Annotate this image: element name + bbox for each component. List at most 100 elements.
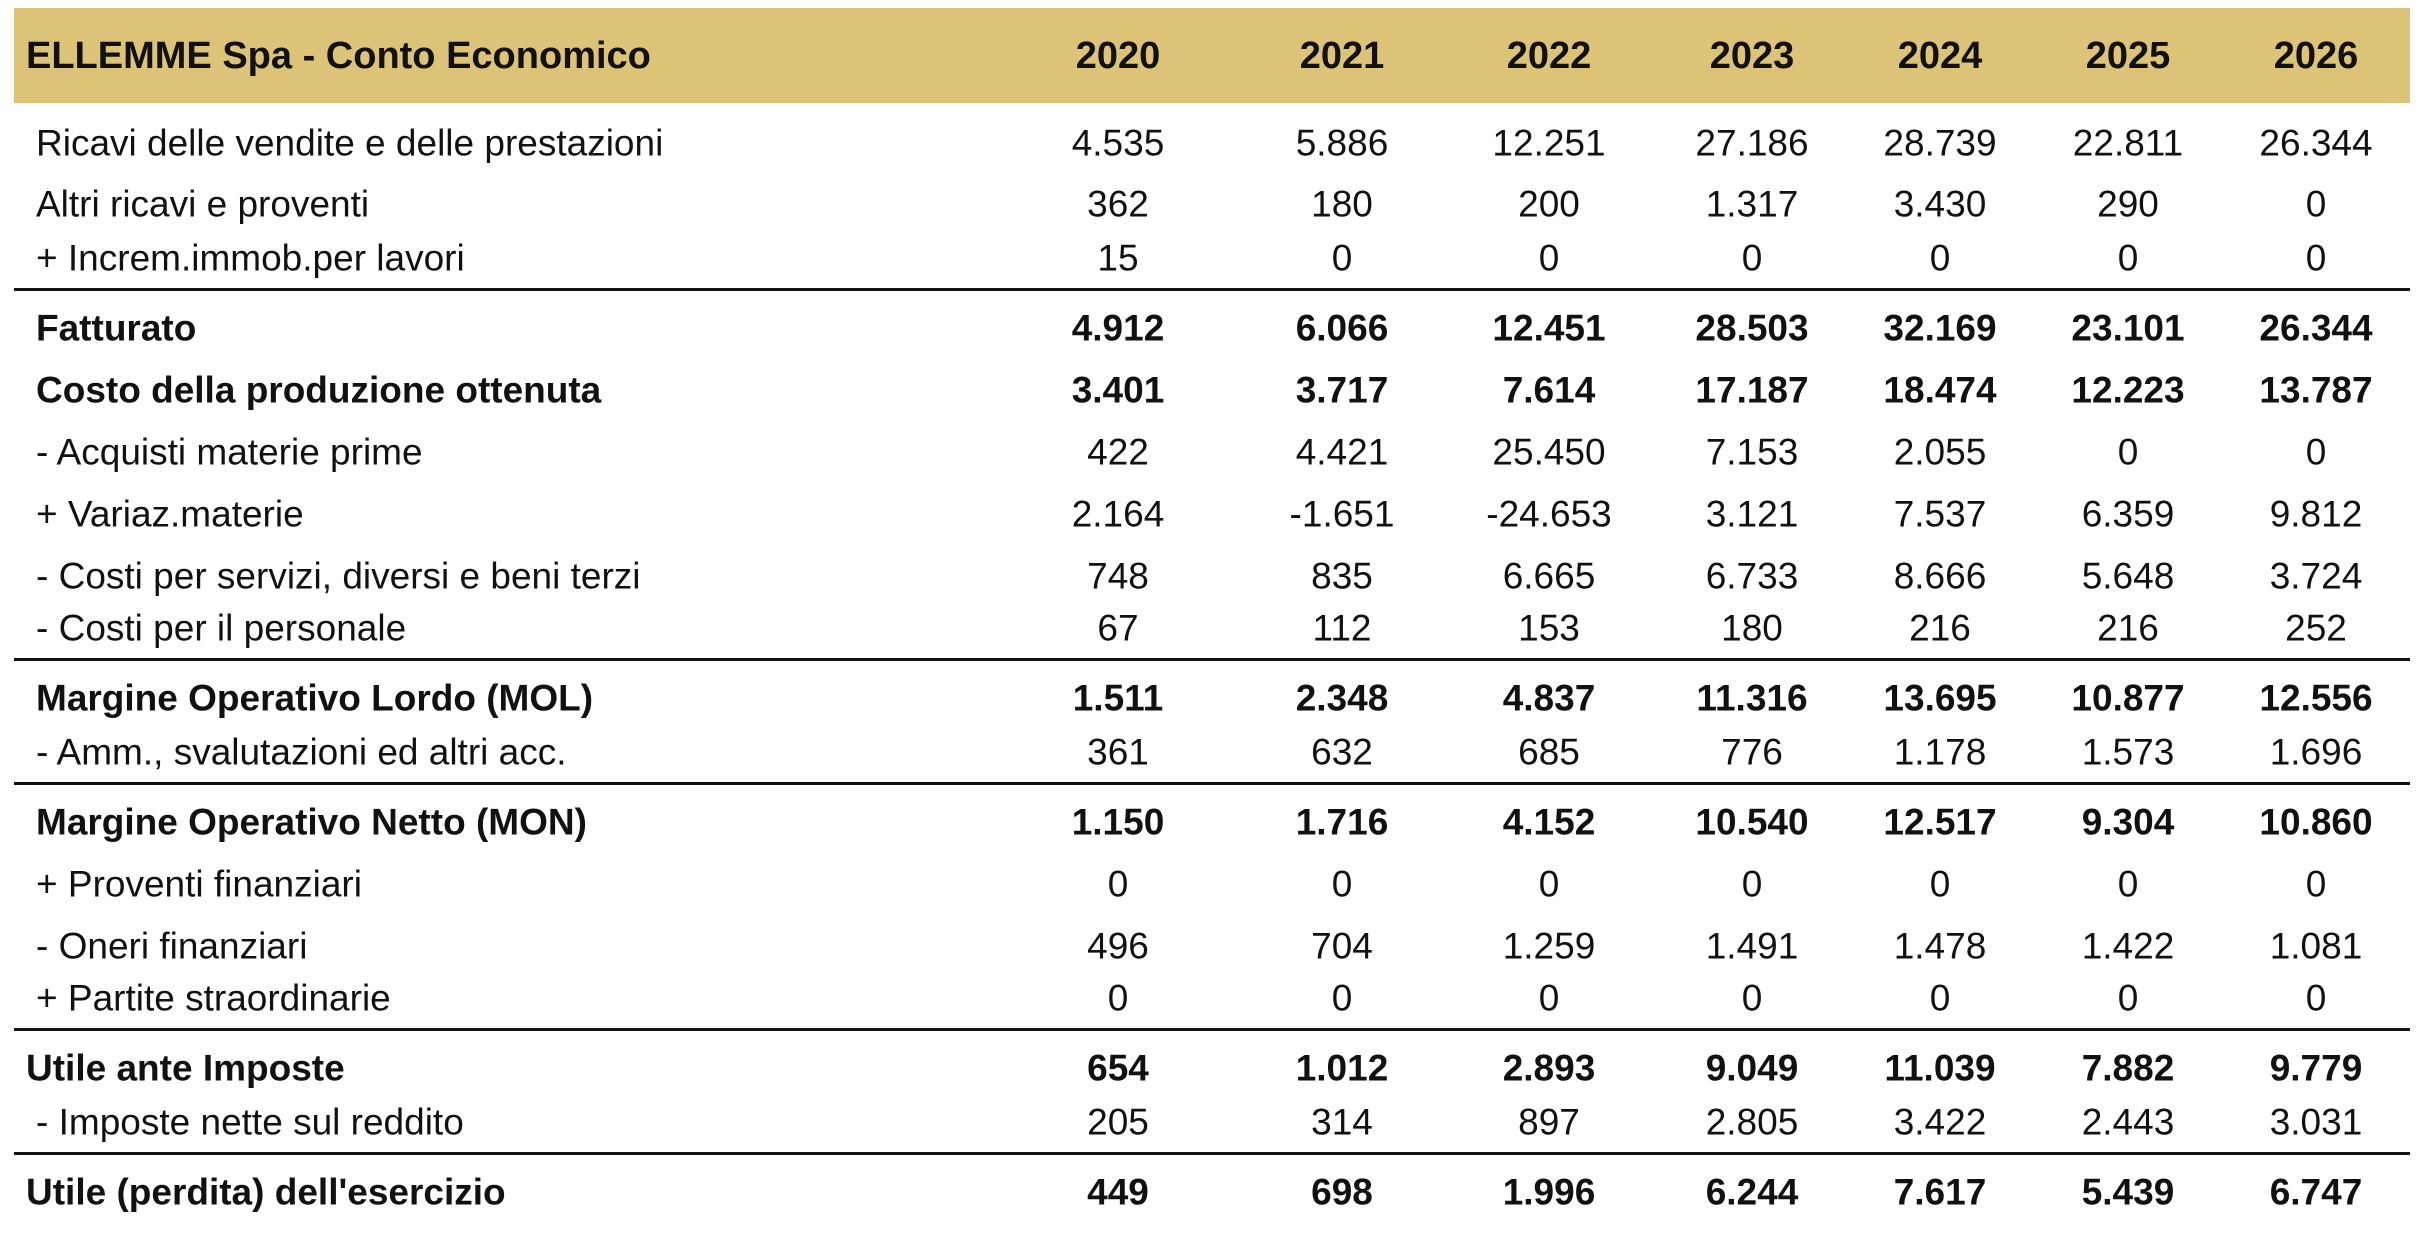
- row-value: 1.259: [1502, 925, 1596, 967]
- row-value: 6.359: [2081, 493, 2175, 535]
- row-value: 0: [2305, 237, 2327, 279]
- row-value: 1.081: [2269, 925, 2363, 967]
- row-label: Margine Operativo Lordo (MOL): [36, 677, 594, 719]
- row-value: 362: [1087, 183, 1149, 225]
- row-value: 704: [1311, 925, 1373, 967]
- row-label: Fatturato: [36, 307, 197, 349]
- row-value: 28.739: [1883, 122, 1997, 164]
- row-value: 2.055: [1893, 431, 1987, 473]
- row-value: 32.169: [1883, 307, 1997, 349]
- row-value: 4.152: [1502, 801, 1596, 843]
- row-value: 1.422: [2081, 925, 2175, 967]
- row-label: + Partite straordinarie: [36, 977, 391, 1019]
- row-value: 3.717: [1295, 369, 1389, 411]
- row-value: 1.317: [1705, 183, 1799, 225]
- row-separator: [14, 1152, 2410, 1155]
- row-value: 6.665: [1502, 555, 1596, 597]
- row-value: 18.474: [1883, 369, 1997, 411]
- row-value: 22.811: [2072, 122, 2184, 164]
- row-separator: [14, 658, 2410, 661]
- year-header-2021: 2021: [1299, 35, 1385, 77]
- row-value: 7.153: [1705, 431, 1799, 473]
- row-value: 0: [2305, 183, 2327, 225]
- row-value: 10.877: [2071, 677, 2185, 719]
- row-value: 0: [2117, 863, 2139, 905]
- row-value: 12.251: [1492, 122, 1606, 164]
- row-value: 1.573: [2081, 731, 2175, 773]
- row-value: 0: [2117, 977, 2139, 1019]
- row-label: - Costi per il personale: [36, 607, 407, 649]
- table-header: [14, 8, 2410, 103]
- year-header-2025: 2025: [2085, 35, 2171, 77]
- row-separator: [14, 782, 2410, 785]
- row-value: 3.430: [1893, 183, 1987, 225]
- row-value: 4.535: [1071, 122, 1165, 164]
- row-value: 3.121: [1705, 493, 1799, 535]
- row-value: 12.556: [2259, 677, 2373, 719]
- row-value: -24.653: [1486, 493, 1612, 535]
- row-value: 685: [1518, 731, 1580, 773]
- row-value: 3.422: [1893, 1101, 1987, 1143]
- row-label: Altri ricavi e proventi: [36, 183, 370, 225]
- row-value: 13.787: [2259, 369, 2373, 411]
- row-value: 6.733: [1705, 555, 1799, 597]
- row-value: 0: [1331, 237, 1353, 279]
- year-header-2024: 2024: [1897, 35, 1983, 77]
- row-value: 0: [1741, 237, 1763, 279]
- row-value: 7.882: [2081, 1047, 2175, 1089]
- row-value: 4.912: [1071, 307, 1165, 349]
- row-value: 6.244: [1705, 1171, 1799, 1213]
- row-value: 9.779: [2269, 1047, 2363, 1089]
- row-label: Ricavi delle vendite e delle prestazioni: [36, 122, 664, 164]
- row-value: 180: [1721, 607, 1783, 649]
- row-label: - Acquisti materie prime: [36, 431, 423, 473]
- year-header-2023: 2023: [1709, 35, 1795, 77]
- row-value: 0: [1929, 237, 1951, 279]
- row-label: + Proventi finanziari: [36, 863, 362, 905]
- row-value: 7.617: [1893, 1171, 1987, 1213]
- row-value: 6.066: [1295, 307, 1389, 349]
- row-value: 11.039: [1884, 1047, 1996, 1089]
- row-value: 0: [1331, 977, 1353, 1019]
- row-value: 6.747: [2269, 1171, 2363, 1213]
- row-value: 2.348: [1295, 677, 1389, 719]
- row-value: 180: [1311, 183, 1373, 225]
- row-value: 4.837: [1502, 677, 1596, 719]
- row-value: 205: [1087, 1101, 1149, 1143]
- row-value: 654: [1087, 1047, 1149, 1089]
- row-value: 361: [1087, 731, 1149, 773]
- row-value: 0: [1929, 977, 1951, 1019]
- row-value: 0: [1538, 237, 1560, 279]
- row-value: 9.304: [2081, 801, 2175, 843]
- row-value: 422: [1087, 431, 1149, 473]
- row-value: 314: [1311, 1101, 1373, 1143]
- row-value: 216: [2097, 607, 2159, 649]
- row-value: 0: [1929, 863, 1951, 905]
- row-value: 0: [1538, 977, 1560, 1019]
- row-value: 7.614: [1502, 369, 1596, 411]
- row-value: 496: [1087, 925, 1149, 967]
- row-value: 26.344: [2259, 307, 2373, 349]
- row-value: 0: [2305, 431, 2327, 473]
- row-value: 2.893: [1502, 1047, 1596, 1089]
- table-title: ELLEMME Spa - Conto Economico: [26, 35, 651, 77]
- row-value: 0: [2305, 977, 2327, 1019]
- row-value: 0: [1107, 977, 1129, 1019]
- row-value: 1.150: [1071, 801, 1165, 843]
- row-value: 17.187: [1695, 369, 1809, 411]
- row-value: 1.996: [1502, 1171, 1596, 1213]
- row-value: 7.537: [1893, 493, 1987, 535]
- row-separator: [14, 288, 2410, 291]
- row-label: Utile ante Imposte: [26, 1047, 345, 1089]
- row-label: Margine Operativo Netto (MON): [36, 801, 587, 843]
- row-value: 897: [1518, 1101, 1580, 1143]
- row-value: 0: [1538, 863, 1560, 905]
- row-value: 9.049: [1705, 1047, 1799, 1089]
- row-value: 10.860: [2259, 801, 2373, 843]
- row-value: 4.421: [1295, 431, 1389, 473]
- row-label: + Increm.immob.per lavori: [36, 237, 465, 279]
- row-value: 23.101: [2071, 307, 2185, 349]
- row-value: 27.186: [1695, 122, 1809, 164]
- row-value: 3.031: [2269, 1101, 2363, 1143]
- row-label: Utile (perdita) dell'esercizio: [26, 1171, 506, 1213]
